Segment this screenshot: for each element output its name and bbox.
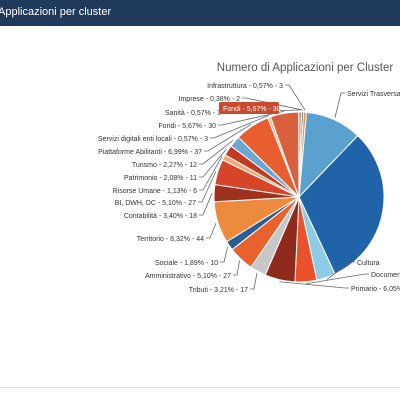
slice-label: BI, DWH, DC - 5,10% - 27 [115, 200, 196, 207]
leader-line [250, 273, 258, 290]
slice-label: Sanità - 0,57% - 3 [165, 110, 221, 117]
leader-line [233, 260, 240, 276]
slice-label: Documentale [371, 272, 400, 279]
leader-line [326, 261, 355, 280]
pie-slices [213, 111, 385, 283]
slice-label: Primario - 6,05% [351, 286, 400, 293]
slice-label: Infrastruttura - 0,57% - 3 [207, 83, 283, 90]
leader-line [218, 110, 285, 126]
leader-line [199, 149, 227, 178]
slice-label: Tributi - 3,21% - 17 [189, 287, 248, 294]
leader-line [199, 156, 223, 191]
slice-label: Fondi - 5,67% - 30 [158, 123, 216, 130]
pie-slice[interactable] [298, 134, 385, 275]
leader-line [210, 115, 269, 139]
slice-label: Servizi Trasversali [347, 91, 400, 98]
pie-slice[interactable] [298, 111, 307, 198]
divider [0, 387, 400, 388]
page-title: Applicazioni per cluster [0, 6, 112, 18]
leader-line [204, 124, 252, 152]
leader-line [279, 281, 349, 289]
tooltip-text: Fondi - 5,67% - 30 [223, 106, 281, 113]
slice-label: Cultura [357, 260, 380, 267]
leader-line [306, 273, 369, 285]
tooltip: Fondi - 5,67% - 30 [219, 102, 281, 114]
leader-line [242, 97, 303, 111]
leader-line [199, 192, 213, 216]
leader-line [199, 139, 234, 165]
pie-labels: Servizi Trasversali Cultura Documentale Pri… [98, 83, 400, 294]
slice-label: Servizi digitali enti locali - 0,57% - 3 [98, 136, 208, 143]
slice-label: Risorse Umane - 1,13% - 6 [113, 188, 198, 195]
slice-label: Amministrativo - 5,10% - 27 [145, 273, 231, 280]
app-header: Applicazioni per cluster [0, 0, 400, 26]
slice-label: Piattaforme Abilitanti - 6,99% - 37 [98, 149, 202, 156]
slice-label: Territorio - 8,32% - 44 [137, 236, 204, 243]
chart-title: Numero di Applicazioni per Cluster [217, 62, 394, 74]
leader-line [220, 246, 229, 263]
leader-line [206, 222, 217, 239]
tooltip-box [219, 102, 279, 114]
slice-label: Turismo - 2,27% - 12 [132, 162, 197, 169]
leader-line [334, 92, 345, 118]
leader-line [198, 171, 217, 203]
slice-label: Sociale - 1,89% - 10 [155, 260, 218, 267]
leader-line [285, 84, 306, 111]
slice-label: Imprese - 0,38% - 2 [179, 96, 241, 103]
slice-label: Patrimonio - 2,08% - 11 [124, 175, 197, 182]
slice-label: Contabilità - 3,40% - 18 [124, 213, 197, 220]
